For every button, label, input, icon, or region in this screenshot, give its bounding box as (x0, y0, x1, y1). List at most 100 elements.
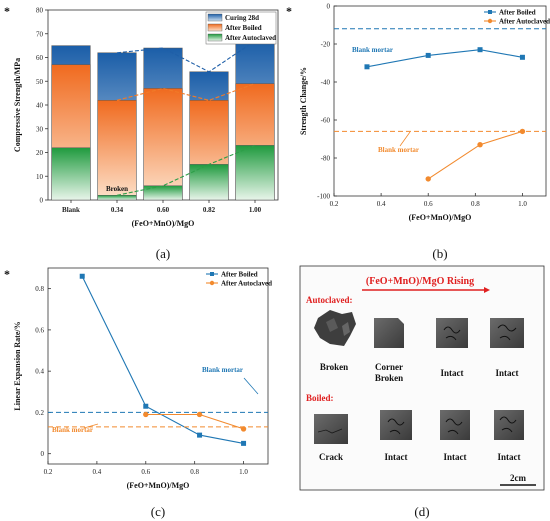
bar-after-autoclaved-blank (51, 147, 91, 201)
boiled-status-4: Intact (498, 452, 521, 462)
panel-c-chart: * Linear Expansion Rate/% (FeO+MnO)/MgO … (4, 267, 272, 519)
x-tick-label: 1.0 (518, 200, 527, 208)
x-tick-label: 0.2 (330, 200, 339, 208)
x-tick-label: 0.8 (471, 200, 480, 208)
autoclaved-status-2-line-1: Corner (375, 362, 403, 372)
annotation-arrow-2 (399, 131, 411, 147)
autoclaved-row-label: Autoclaved: (306, 295, 353, 305)
panel-a-xlabel: (FeO+MnO)/MgO (132, 219, 195, 228)
y-tick-label: 0 (327, 3, 331, 11)
panel-a-legend: Curing 28d After Boiled After Autoclaved (205, 11, 277, 45)
x-tick-label: 0.2 (44, 468, 53, 476)
bar-after-autoclaved-1-00 (235, 145, 275, 201)
y-tick-label: -100 (317, 193, 330, 201)
corner-broken-specimen-image (374, 318, 404, 348)
y-tick-label: 0 (41, 450, 45, 458)
specimen-autoclaved-4: Intact (490, 318, 524, 378)
autoclaved-status-2-line-2: Broken (375, 373, 403, 383)
y-tick-label: 30 (36, 125, 44, 133)
panel-a-bars: Broken (51, 40, 275, 201)
legend-marker-after-boiled (488, 10, 492, 14)
panel-c-xlabel: (FeO+MnO)/MgO (127, 481, 190, 490)
point-after-autoclaved (477, 142, 483, 148)
y-tick-label: 50 (36, 78, 44, 86)
x-tick-label: 0.4 (377, 200, 386, 208)
panel-d-label: (d) (414, 504, 429, 519)
point-after-boiled (143, 403, 149, 409)
x-tick-label: 0.4 (93, 468, 102, 476)
y-tick-label: -60 (321, 117, 331, 125)
y-tick-label: 60 (36, 54, 44, 62)
panel-c-frame (47, 267, 269, 465)
y-tick-label: 0.4 (35, 368, 44, 376)
legend-swatch-after-boiled (207, 23, 223, 32)
panel-b-chart: * Strength Change/% (FeO+MnO)/MgO -100 -8… (286, 3, 550, 262)
legend-label-after-boiled: After Boiled (225, 24, 262, 32)
panel-a-xticks: Blank 0.34 0.60 0.82 1.00 (62, 200, 262, 214)
y-tick-label: 70 (36, 30, 44, 38)
y-tick-label: 20 (36, 149, 44, 157)
series-line-after-autoclaved (427, 130, 523, 180)
point-after-boiled (197, 432, 203, 438)
legend-swatch-after-autoclaved (207, 33, 223, 42)
intact-specimen-image (490, 318, 524, 348)
y-tick-label: 80 (36, 7, 44, 15)
legend-label-after-autoclaved: After Autoclaved (225, 34, 276, 42)
y-tick-label: 0.8 (35, 285, 44, 293)
legend-label-after-boiled: After Boiled (499, 9, 536, 17)
boiled-status-1: Crack (319, 452, 343, 462)
specimen-boiled-1: Crack (314, 414, 348, 462)
bar-after-autoclaved-0-60 (143, 185, 183, 201)
legend-marker-after-autoclaved (487, 18, 493, 24)
legend-swatch-curing-28d (207, 13, 223, 22)
x-tick-label: 1.00 (249, 206, 262, 214)
series-line-after-boiled (366, 49, 523, 68)
panel-b-frame (333, 5, 547, 197)
legend-marker-after-autoclaved (209, 280, 215, 286)
panel-a-star: * (4, 4, 10, 18)
annotation-broken: Broken (106, 185, 128, 193)
specimen-autoclaved-1: Broken (314, 310, 356, 372)
x-tick-label: 0.6 (424, 200, 433, 208)
boiled-row-label: Boiled: (306, 393, 334, 403)
panel-b-xlabel: (FeO+MnO)/MgO (409, 213, 472, 222)
point-after-boiled (425, 52, 431, 58)
y-tick-label: -20 (321, 41, 331, 49)
specimen-boiled-3: Intact (440, 410, 470, 462)
panel-d-frame (299, 265, 545, 491)
legend-marker-after-boiled (210, 272, 214, 276)
x-tick-label: 1.0 (239, 468, 248, 476)
autoclaved-status-3: Intact (441, 368, 464, 378)
panel-b-plot: Blank mortar Blank mortar (334, 28, 546, 182)
point-after-boiled (79, 273, 85, 279)
trend-line-curing-28d (116, 40, 256, 73)
panel-b-star: * (286, 4, 292, 18)
intact-specimen-image (436, 318, 468, 348)
point-after-autoclaved (425, 176, 431, 182)
point-after-boiled (519, 54, 525, 60)
panel-d-photos: (FeO+MnO)/MgO Rising Autoclaved: Boiled:… (299, 265, 545, 519)
y-tick-label: -80 (321, 155, 331, 163)
annotation-arrow-2 (83, 423, 99, 429)
y-tick-label: 0.2 (35, 409, 44, 417)
boiled-status-2: Intact (385, 452, 408, 462)
x-tick-label: 0.34 (111, 206, 124, 214)
series-line-after-boiled (81, 276, 244, 444)
panel-c-star: * (4, 267, 10, 281)
boiled-status-3: Intact (444, 452, 467, 462)
intact-specimen-image (494, 410, 524, 440)
intact-specimen-image (440, 410, 470, 440)
y-tick-label: 0.6 (35, 326, 44, 334)
photo-title: (FeO+MnO)/MgO Rising (366, 276, 474, 287)
specimen-autoclaved-2: Corner Broken (374, 318, 404, 383)
intact-specimen-image (380, 410, 412, 440)
panel-b-axes: -100 -80 -60 -40 -20 0 0.2 0.4 0.6 0.8 1.0 (317, 3, 527, 209)
point-after-boiled (364, 64, 370, 70)
panel-a-ylabel: Compressive Strength/MPa (13, 58, 22, 152)
rising-arrow-head-icon (484, 287, 490, 293)
specimen-autoclaved-3: Intact (436, 318, 468, 378)
panel-a-chart: * Compressive Strength/MPa (FeO+MnO)/MgO… (4, 4, 279, 261)
